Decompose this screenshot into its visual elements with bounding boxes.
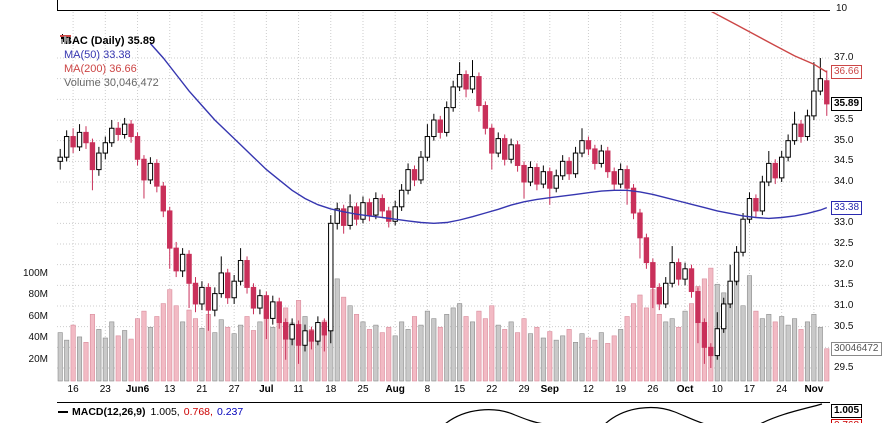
chart-legend: BAC (Daily) 35.89 MA(50) 33.38 MA(200) 3… xyxy=(60,34,159,90)
macd-label: MACD(12,26,9) xyxy=(72,406,146,418)
volume-axis-tick-label: 80M xyxy=(28,289,48,300)
x-axis-label: 26 xyxy=(647,384,659,395)
price-axis-tick-label: 35.0 xyxy=(834,134,854,146)
x-axis-label: Nov xyxy=(804,384,824,395)
macd-legend: MACD(12,26,9) 1.005, 0.768, 0.237 xyxy=(58,406,243,418)
top-panel-border xyxy=(57,0,830,11)
price-axis-tick-label: 33.0 xyxy=(834,217,854,229)
ma200-label: MA(200) 36.66 xyxy=(64,63,137,75)
macd-main-value: 1.005, xyxy=(150,406,180,418)
macd-hist-value: 0.237 xyxy=(216,406,244,418)
price-axis-tick-label: 34.5 xyxy=(834,155,854,167)
x-axis-label: 19 xyxy=(615,384,627,395)
volume-bars xyxy=(57,260,830,382)
price-axis-tick-label: 35.5 xyxy=(834,113,854,125)
x-axis-label: 18 xyxy=(325,384,337,395)
ma200-line xyxy=(710,12,828,73)
x-axis-label: 25 xyxy=(357,384,369,395)
x-axis-label: Jul xyxy=(259,384,274,395)
macd-curves xyxy=(445,403,823,423)
legend-volume-row: Volume 30,046,472 xyxy=(60,36,159,90)
legend-ma50-row: MA(50) 33.38 xyxy=(60,35,159,62)
x-axis-label: 27 xyxy=(228,384,240,395)
x-axis-label: 10 xyxy=(711,384,723,395)
symbol-title-label: BAC (Daily) 35.89 xyxy=(64,35,156,47)
x-axis-label: 12 xyxy=(582,384,594,395)
black-line-swatch-icon xyxy=(58,411,68,413)
x-axis-label: 17 xyxy=(743,384,756,395)
macd-signal-value: 0.768, xyxy=(183,406,213,418)
top-panel-axis-label: 10 xyxy=(836,3,848,14)
ma200-value-box: 36.66 xyxy=(831,65,863,80)
x-axis-label: Sep xyxy=(540,384,559,395)
ma50-label: MA(50) 33.38 xyxy=(64,49,131,61)
volume-axis-tick-label: 20M xyxy=(28,353,48,365)
x-axis-label: 22 xyxy=(486,384,498,395)
volume-value-box: 30046472 xyxy=(831,341,882,356)
x-axis-label: 15 xyxy=(454,384,466,395)
x-axis-label: 29 xyxy=(518,384,530,395)
price-axis-tick-label: 32.0 xyxy=(834,258,854,270)
ma50-value-box: 33.38 xyxy=(831,200,863,215)
price-axis-tick-label: 34.0 xyxy=(834,175,854,187)
gridlines xyxy=(57,12,830,381)
macd-main-value-box: 1.005 xyxy=(831,404,863,418)
price-axis-tick-label: 37.0 xyxy=(834,52,854,63)
price-axis-tick-label: 30.5 xyxy=(834,320,854,332)
volume-axis-tick-label: 60M xyxy=(28,310,48,322)
legend-symbol-row: BAC (Daily) 35.89 xyxy=(60,34,159,48)
x-axis-label: 16 xyxy=(67,384,79,395)
volume-axis-tick-label: 40M xyxy=(28,332,48,343)
price-axis-tick-label: 29.5 xyxy=(834,361,854,373)
macd-signal-value-box: 0.768 xyxy=(831,419,863,423)
x-axis-label: Jun6 xyxy=(125,384,150,395)
legend-ma200-row: MA(200) 36.66 xyxy=(60,35,159,76)
price-axis-tick-label: 31.0 xyxy=(834,299,854,311)
x-axis-label: 21 xyxy=(196,384,208,395)
x-axis-label: 11 xyxy=(293,384,304,395)
x-axis-label: Aug xyxy=(385,384,405,395)
volume-axis-tick-label: 100M xyxy=(22,267,48,279)
x-axis-label: 13 xyxy=(164,384,176,395)
volume-label: Volume 30,046,472 xyxy=(64,77,159,89)
ma50-line xyxy=(149,43,828,225)
x-axis-label: 24 xyxy=(776,384,788,395)
x-axis-label: 8 xyxy=(424,384,431,395)
price-axis-tick-label: 32.5 xyxy=(834,237,854,249)
candlesticks xyxy=(57,58,830,368)
last-price-box: 35.89 xyxy=(831,96,863,111)
x-axis-label: 23 xyxy=(99,384,111,395)
x-axis-label: Oct xyxy=(676,384,694,395)
price-axis-tick-label: 31.5 xyxy=(834,279,854,291)
